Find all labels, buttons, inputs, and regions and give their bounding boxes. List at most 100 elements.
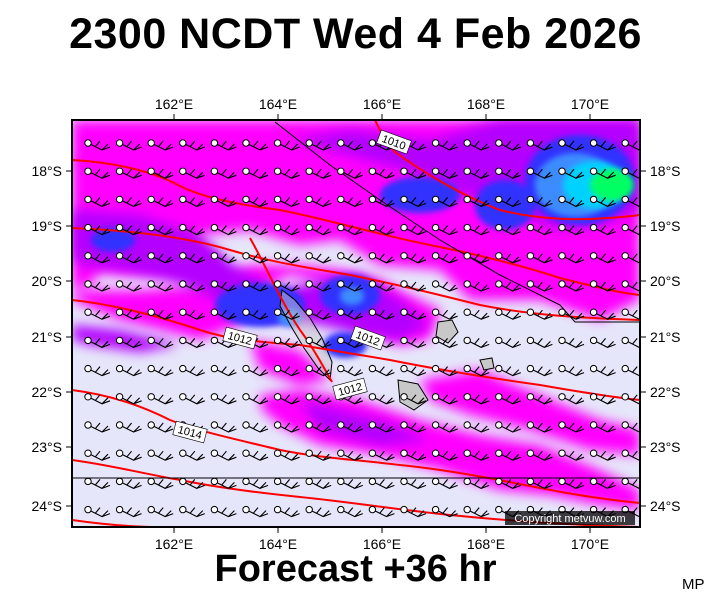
wind-barb xyxy=(495,139,521,151)
wind-barb xyxy=(400,280,427,292)
wind-barb xyxy=(400,393,427,405)
wind-barb xyxy=(368,280,395,292)
wind-barb xyxy=(337,364,363,377)
wind-barb xyxy=(368,364,395,377)
wind-barb xyxy=(147,336,174,349)
wind-barb xyxy=(305,167,332,179)
wind-barb xyxy=(526,252,553,264)
wind-barb xyxy=(179,167,205,179)
wind-barb xyxy=(115,393,142,405)
tiga-island xyxy=(479,357,495,371)
wind-barb xyxy=(589,364,616,377)
wind-barb xyxy=(400,336,427,349)
lon-labels-bottom: 162°E 164°E 166°E 168°E 170°E xyxy=(155,536,609,552)
wind-barb xyxy=(147,449,174,461)
wind-barb xyxy=(115,139,142,151)
isobar-line xyxy=(249,237,333,383)
wind-barb xyxy=(242,252,269,264)
wind-barb xyxy=(84,252,111,264)
wind-barb xyxy=(463,223,490,236)
wind-barb xyxy=(400,505,427,518)
wind-barb xyxy=(242,195,269,208)
wind-barb xyxy=(273,477,300,490)
wind-barb xyxy=(368,393,395,405)
wind-barb xyxy=(368,308,395,320)
copyright-box xyxy=(505,511,635,525)
wind-barb xyxy=(210,364,237,377)
wind-barb xyxy=(242,505,269,518)
wind-barb xyxy=(400,308,427,320)
wind-barb xyxy=(242,449,269,461)
wind-barb xyxy=(242,421,269,433)
wind-barb xyxy=(305,336,332,349)
wind-barb xyxy=(115,336,142,349)
wind-barb xyxy=(589,139,616,151)
wind-barb xyxy=(526,421,553,433)
wind-barb xyxy=(210,280,237,292)
isobar-line xyxy=(72,159,640,296)
wind-barb xyxy=(526,280,553,292)
wind-barb xyxy=(526,477,553,490)
wind-barb xyxy=(558,252,585,264)
wind-barb xyxy=(589,336,616,349)
wind-barb xyxy=(147,505,174,518)
wind-barb xyxy=(368,449,395,461)
wind-barb xyxy=(431,364,458,377)
wind-barb xyxy=(400,223,427,236)
wind-barb xyxy=(431,308,458,320)
wind-barb xyxy=(337,195,363,208)
wind-barb xyxy=(431,223,458,236)
wind-barb xyxy=(431,477,458,490)
wind-barb xyxy=(115,252,142,264)
wind-barb xyxy=(495,167,521,179)
wind-barb xyxy=(179,505,205,518)
wind-barb xyxy=(431,421,458,433)
wind-barb xyxy=(210,393,237,405)
wind-barb xyxy=(115,195,142,208)
lat-label: 24°S xyxy=(31,498,62,514)
wind-barb xyxy=(273,252,300,264)
wind-barb xyxy=(337,223,363,236)
wind-barb xyxy=(84,195,111,208)
wind-barb xyxy=(147,393,174,405)
wind-barb xyxy=(305,393,332,405)
lat-label: 23°S xyxy=(650,439,681,455)
wind-barb xyxy=(400,195,427,208)
lat-labels-left: 18°S 19°S 20°S 21°S 22°S 23°S 24°S xyxy=(31,163,62,514)
wind-barb xyxy=(242,139,269,151)
wind-barb xyxy=(431,280,458,292)
wind-barb xyxy=(400,477,427,490)
wind-barb xyxy=(179,336,205,349)
wind-barb xyxy=(431,505,458,518)
wind-barb xyxy=(400,449,427,461)
wind-barb xyxy=(84,393,111,405)
lat-label: 22°S xyxy=(31,384,62,400)
wind-barb xyxy=(179,280,205,292)
wind-barb xyxy=(589,167,616,179)
wind-barb xyxy=(179,449,205,461)
wind-barb xyxy=(84,308,111,320)
wind-barb xyxy=(115,280,142,292)
copyright-text: Copyright metvuw.com xyxy=(514,513,625,525)
wind-barb xyxy=(431,336,458,349)
wind-barb xyxy=(242,167,269,179)
wind-barb xyxy=(337,308,363,320)
wind-barb xyxy=(495,252,521,264)
lon-label: 170°E xyxy=(571,536,609,552)
wind-barb xyxy=(589,252,616,264)
wind-barb xyxy=(115,477,142,490)
wind-barb xyxy=(210,477,237,490)
wind-barb xyxy=(495,477,521,490)
wind-barb xyxy=(495,393,521,405)
wind-barb xyxy=(558,280,585,292)
lon-label: 164°E xyxy=(259,96,297,112)
wind-barb xyxy=(305,364,332,377)
rain-green-field xyxy=(590,169,634,201)
wind-barb xyxy=(84,421,111,433)
wind-barb xyxy=(242,393,269,405)
wind-barb xyxy=(305,449,332,461)
wind-barb xyxy=(589,308,616,320)
wind-barb xyxy=(115,421,142,433)
wind-barb xyxy=(305,223,332,236)
map-area: 1010 1012 1012 1012 1014 Copyright metvu… xyxy=(72,120,640,527)
